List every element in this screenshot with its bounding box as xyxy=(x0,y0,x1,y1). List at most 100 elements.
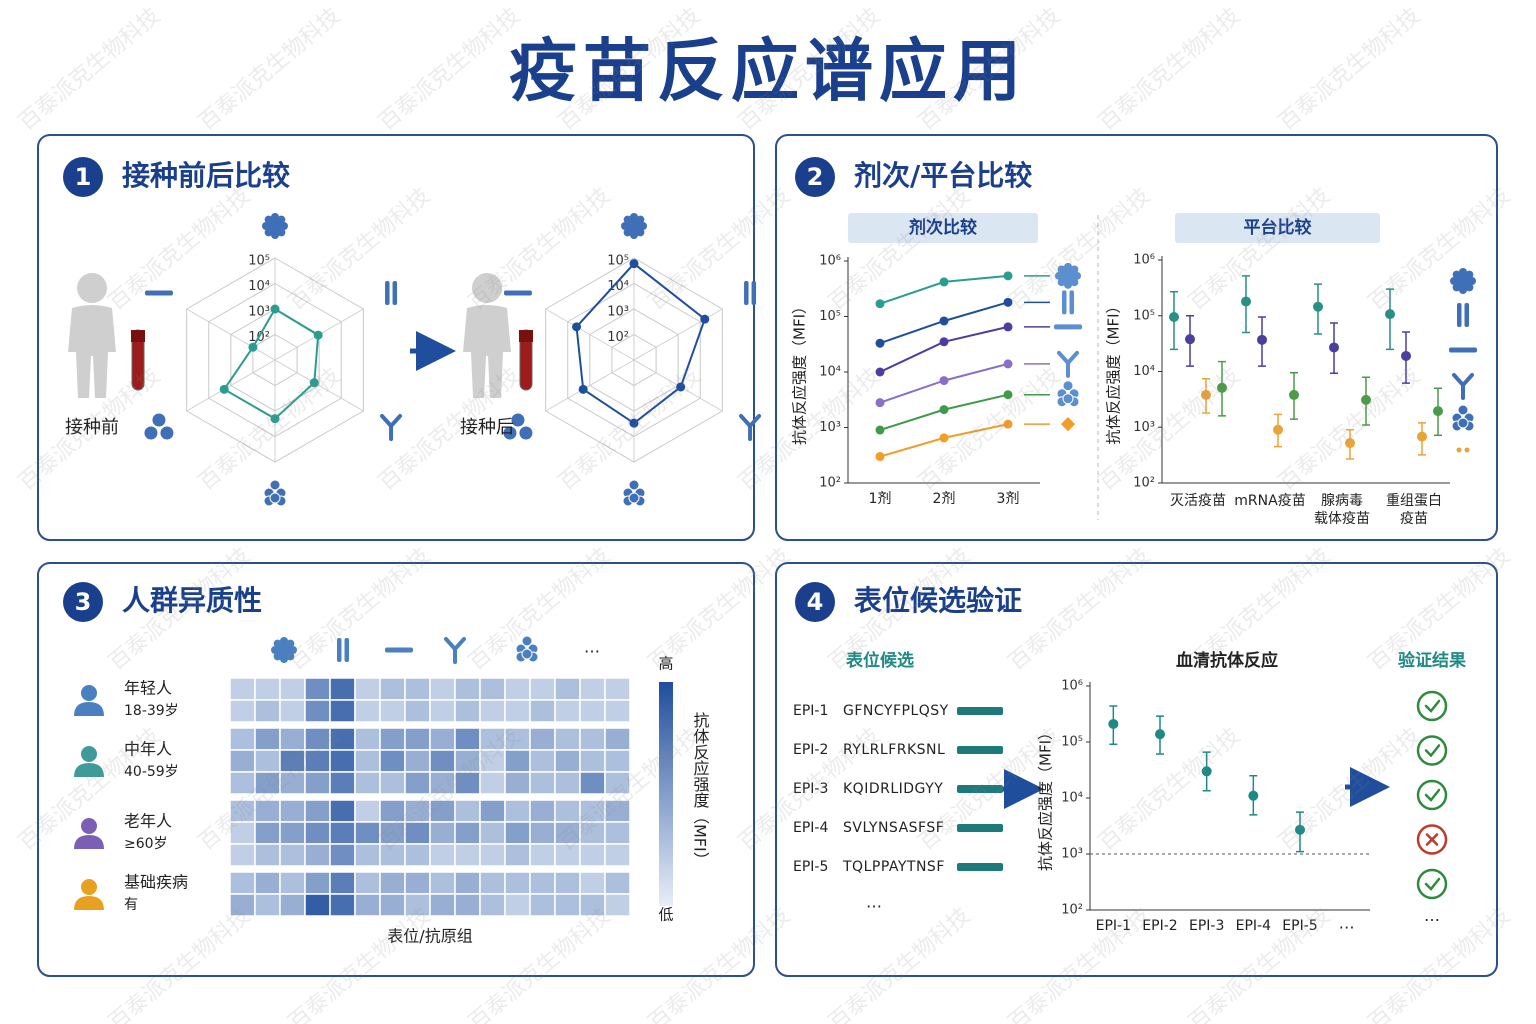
heat-cell xyxy=(554,821,581,845)
heat-cell xyxy=(454,699,481,723)
heat-cell xyxy=(279,699,306,723)
panel-frame xyxy=(775,134,1498,541)
heat-cell xyxy=(279,821,306,845)
heat-cell xyxy=(454,821,481,845)
series-point xyxy=(1003,271,1013,281)
icon-part xyxy=(628,479,640,491)
heat-cell xyxy=(304,871,331,895)
icon-part xyxy=(81,685,97,701)
heat-cell xyxy=(229,843,256,867)
heat-cell xyxy=(379,771,406,795)
column-more: … xyxy=(584,638,600,657)
panel-number: 1 xyxy=(75,163,92,191)
icon-part xyxy=(744,281,749,305)
heat-cell xyxy=(504,699,531,723)
heat-cell xyxy=(429,771,456,795)
heat-cell xyxy=(229,677,256,701)
heat-cell xyxy=(604,727,631,751)
heat-cell xyxy=(404,821,431,845)
heat-cell xyxy=(404,871,431,895)
heat-cell xyxy=(379,893,406,917)
heat-cell xyxy=(329,871,356,895)
panel-heading: 表位候选验证 xyxy=(854,584,1022,617)
heat-cell xyxy=(304,843,331,867)
panel-heading: 剂次/平台比较 xyxy=(854,159,1032,192)
group-name: 老年人 xyxy=(124,812,172,831)
heat-cell xyxy=(379,821,406,845)
icon xyxy=(1457,303,1469,327)
heat-cell xyxy=(379,699,406,723)
heat-cell xyxy=(354,843,381,867)
icon-part xyxy=(628,492,640,504)
heat-cell xyxy=(429,749,456,773)
heat-cell xyxy=(479,771,506,795)
data-point xyxy=(1257,334,1267,345)
y-tick-label: 10⁴ xyxy=(1061,791,1083,806)
heat-cell xyxy=(354,749,381,773)
heat-cell xyxy=(254,727,281,751)
epitope-bar xyxy=(957,746,1003,754)
heat-cell xyxy=(229,749,256,773)
heat-cell xyxy=(229,893,256,917)
series-point xyxy=(1003,359,1013,369)
icon-part xyxy=(521,648,533,660)
heat-cell xyxy=(354,871,381,895)
heat-cell xyxy=(504,799,531,823)
heat-cell xyxy=(579,843,606,867)
icon xyxy=(515,635,539,663)
y-tick-label: 10⁵ xyxy=(1133,308,1155,323)
data-point xyxy=(1289,389,1299,400)
heat-cell xyxy=(404,843,431,867)
data-point xyxy=(1417,431,1427,442)
heat-cell xyxy=(404,799,431,823)
icon-part xyxy=(503,290,532,296)
icon xyxy=(503,290,532,296)
icon-part xyxy=(1060,417,1076,432)
heat-cell xyxy=(254,893,281,917)
r-tick-label: 10³ xyxy=(607,305,629,320)
icon xyxy=(143,412,175,441)
icon-part xyxy=(159,425,175,441)
r-tick-label: 10⁵ xyxy=(607,254,629,269)
data-point xyxy=(1345,438,1355,449)
grid-ring xyxy=(611,333,657,387)
heat-cell xyxy=(229,821,256,845)
icon xyxy=(271,637,297,663)
epitope-id: EPI-2 xyxy=(793,742,828,758)
radar-point xyxy=(219,384,229,394)
heat-cell xyxy=(579,893,606,917)
x-tick-label: 灭活疫苗 xyxy=(1170,493,1226,509)
icon-part xyxy=(1457,404,1469,416)
heat-cell xyxy=(279,871,306,895)
icon-part xyxy=(275,641,293,659)
icon-part xyxy=(1457,417,1469,429)
icon-part xyxy=(1452,373,1474,400)
heat-cell xyxy=(304,727,331,751)
icon-part xyxy=(502,425,518,441)
heat-cell xyxy=(604,871,631,895)
heat-cell xyxy=(554,893,581,917)
series-point xyxy=(1003,322,1013,332)
heat-cell xyxy=(429,893,456,917)
y-tick-label: 10³ xyxy=(819,420,841,435)
heat-cell xyxy=(379,799,406,823)
heat-cell xyxy=(254,749,281,773)
heat-cell xyxy=(479,821,506,845)
icon-part xyxy=(380,414,403,441)
person-head xyxy=(77,273,107,303)
heat-cell xyxy=(579,799,606,823)
heat-cell xyxy=(404,749,431,773)
radar-point xyxy=(313,330,323,340)
heat-cell xyxy=(304,771,331,795)
series-point xyxy=(875,425,885,435)
heat-cell xyxy=(379,871,406,895)
epitope-id: EPI-5 xyxy=(793,859,828,875)
heat-cell xyxy=(354,771,381,795)
heat-cell xyxy=(229,727,256,751)
heat-cell xyxy=(354,821,381,845)
heat-cell xyxy=(354,799,381,823)
y-axis-label: 抗体反应强度（MFI） xyxy=(791,299,809,445)
panel-heading: 人群异质性 xyxy=(122,584,262,617)
person-body xyxy=(68,305,116,398)
heat-cell xyxy=(529,771,556,795)
